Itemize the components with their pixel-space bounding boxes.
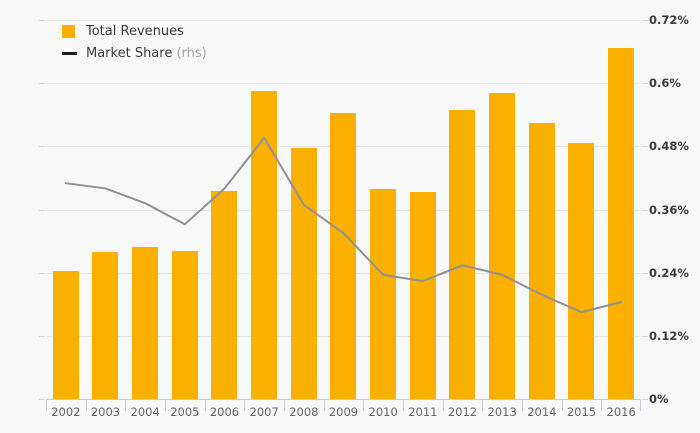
x-axis-separator: [46, 399, 47, 411]
bar-slot: [443, 20, 483, 399]
bar[interactable]: [290, 147, 317, 399]
bar[interactable]: [132, 247, 159, 399]
x-axis-separator: [522, 399, 523, 411]
square-swatch-icon: [62, 25, 77, 38]
bar[interactable]: [92, 252, 119, 399]
x-axis-separator: [442, 399, 444, 411]
bar[interactable]: [330, 113, 357, 399]
right-axis-tick-mark: [642, 209, 648, 211]
bar-slot: [562, 20, 602, 399]
bar-slot: [244, 20, 284, 399]
left-axis-tick-mark: [39, 399, 45, 400]
left-axis-tick-mark: [39, 146, 45, 148]
x-axis-separator: [125, 399, 127, 411]
bar-series-total-revenues: [46, 20, 641, 399]
gridline: [46, 20, 641, 21]
right-axis-tick-label: 0.72%: [649, 13, 689, 27]
right-axis-tick-label: 0.48%: [649, 139, 689, 154]
right-axis-tick-mark: [642, 146, 648, 148]
right-axis-tick-label: 0.36%: [649, 202, 689, 217]
x-axis-separator: [363, 399, 365, 411]
bar-slot: [165, 20, 205, 399]
bar-slot: [125, 20, 165, 399]
right-axis-tick-mark: [642, 399, 648, 400]
x-axis-label: 2003: [90, 405, 121, 419]
bar-slot: [46, 20, 86, 399]
gridline: [46, 83, 641, 85]
right-axis-tick-label: 0.24%: [649, 265, 689, 280]
left-axis-tick-mark: [39, 335, 45, 337]
x-axis-separator: [165, 399, 166, 411]
bar[interactable]: [370, 188, 397, 399]
bar[interactable]: [171, 250, 198, 399]
right-axis-tick-label: 0.6%: [649, 76, 681, 91]
bar[interactable]: [251, 91, 278, 399]
x-axis-label: 2004: [130, 405, 160, 419]
x-axis-separator: [601, 399, 603, 411]
x-axis-separator: [323, 399, 325, 411]
x-axis-label: 2010: [368, 405, 398, 419]
right-axis-tick-label: 0.12%: [649, 328, 689, 343]
right-axis-tick-mark: [642, 335, 648, 337]
x-axis-label: 2015: [566, 405, 597, 419]
bar-slot: [601, 20, 641, 399]
bar[interactable]: [608, 48, 635, 399]
left-axis-tick-mark: [39, 83, 45, 85]
x-axis-separator: [244, 399, 246, 411]
legend-item-market-share[interactable]: Market Share (rhs): [62, 46, 207, 61]
plot-area: 04080120160200240 0%0.12%0.24%0.36%0.48%…: [39, 13, 689, 406]
bar-slot: [284, 20, 324, 399]
x-axis-label: 2014: [527, 405, 557, 419]
bar-slot: [324, 20, 364, 399]
x-axis-labels: 2002 2003 2004 2005 2006 2007 2008 2009 2010 2011…: [46, 405, 641, 429]
right-axis-tick-label: 0%: [649, 392, 669, 406]
left-axis-tick-mark: [39, 209, 45, 211]
legend-label-market-share-rhs: (rhs): [176, 46, 207, 61]
bar[interactable]: [528, 122, 555, 399]
x-axis-separators: [46, 399, 641, 411]
x-axis-label: 2009: [328, 405, 359, 419]
x-axis-label: 2008: [289, 405, 319, 419]
x-axis-label: 2016: [606, 405, 636, 419]
x-axis-separator: [561, 399, 563, 411]
legend-label-market-share-text: Market Share: [86, 46, 177, 61]
x-axis-separator: [482, 399, 484, 411]
x-axis-label: 2007: [249, 405, 279, 419]
x-axis-separator: [204, 399, 206, 411]
bar-slot: [403, 20, 443, 399]
bar[interactable]: [489, 92, 516, 399]
x-axis-label: 2012: [447, 405, 478, 419]
x-axis-label: 2011: [408, 405, 438, 419]
chart-legend: Total Revenues Market Share (rhs): [62, 24, 207, 61]
bar[interactable]: [568, 143, 595, 399]
bar-slot: [482, 20, 522, 399]
bar-slot: [363, 20, 403, 399]
legend-label-market-share: Market Share (rhs): [86, 46, 207, 61]
x-axis-separator: [403, 399, 404, 411]
line-swatch-icon: [62, 52, 77, 55]
left-axis-tick-mark: [39, 20, 45, 21]
right-axis-tick-mark: [642, 20, 648, 21]
x-axis-label: 2013: [487, 405, 517, 419]
bar-slot: [86, 20, 126, 399]
bar[interactable]: [52, 271, 79, 399]
right-axis-tick-mark: [642, 83, 648, 85]
legend-item-total-revenues[interactable]: Total Revenues: [62, 24, 207, 39]
x-axis-line: [46, 399, 641, 400]
legend-label-total-revenues: Total Revenues: [86, 24, 184, 39]
bar-slot: [205, 20, 245, 399]
bar[interactable]: [409, 192, 436, 399]
bar-slot: [522, 20, 562, 399]
left-axis-tick-mark: [39, 272, 45, 274]
x-axis-label: 2006: [209, 405, 240, 419]
x-axis-label: 2005: [170, 405, 200, 419]
x-axis-separator: [284, 399, 285, 411]
x-axis-separator: [85, 399, 87, 411]
bar[interactable]: [449, 110, 476, 399]
right-axis-tick-mark: [642, 272, 648, 274]
bar[interactable]: [211, 190, 238, 399]
x-axis-separator: [640, 399, 641, 411]
x-axis-label: 2002: [51, 405, 81, 419]
